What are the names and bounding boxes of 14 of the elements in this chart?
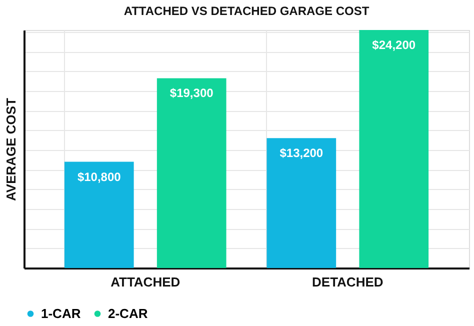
- bar: [359, 30, 429, 268]
- legend-label: 2-CAR: [108, 306, 148, 321]
- bar: [156, 78, 226, 268]
- data-label: $24,200: [372, 38, 416, 52]
- data-label: $13,200: [280, 146, 324, 160]
- data-label: $10,800: [77, 170, 122, 184]
- x-tick-label: DETACHED: [312, 274, 384, 290]
- x-tick-label: ATTACHED: [110, 274, 180, 290]
- bar: [64, 162, 134, 268]
- y-axis-title: AVERAGE COST: [4, 98, 18, 202]
- data-label: $19,300: [170, 86, 214, 100]
- chart-title: ATTACHED VS DETACHED GARAGE COST: [124, 4, 370, 18]
- bar: [266, 138, 336, 268]
- legend-label: 1-CAR: [41, 306, 82, 321]
